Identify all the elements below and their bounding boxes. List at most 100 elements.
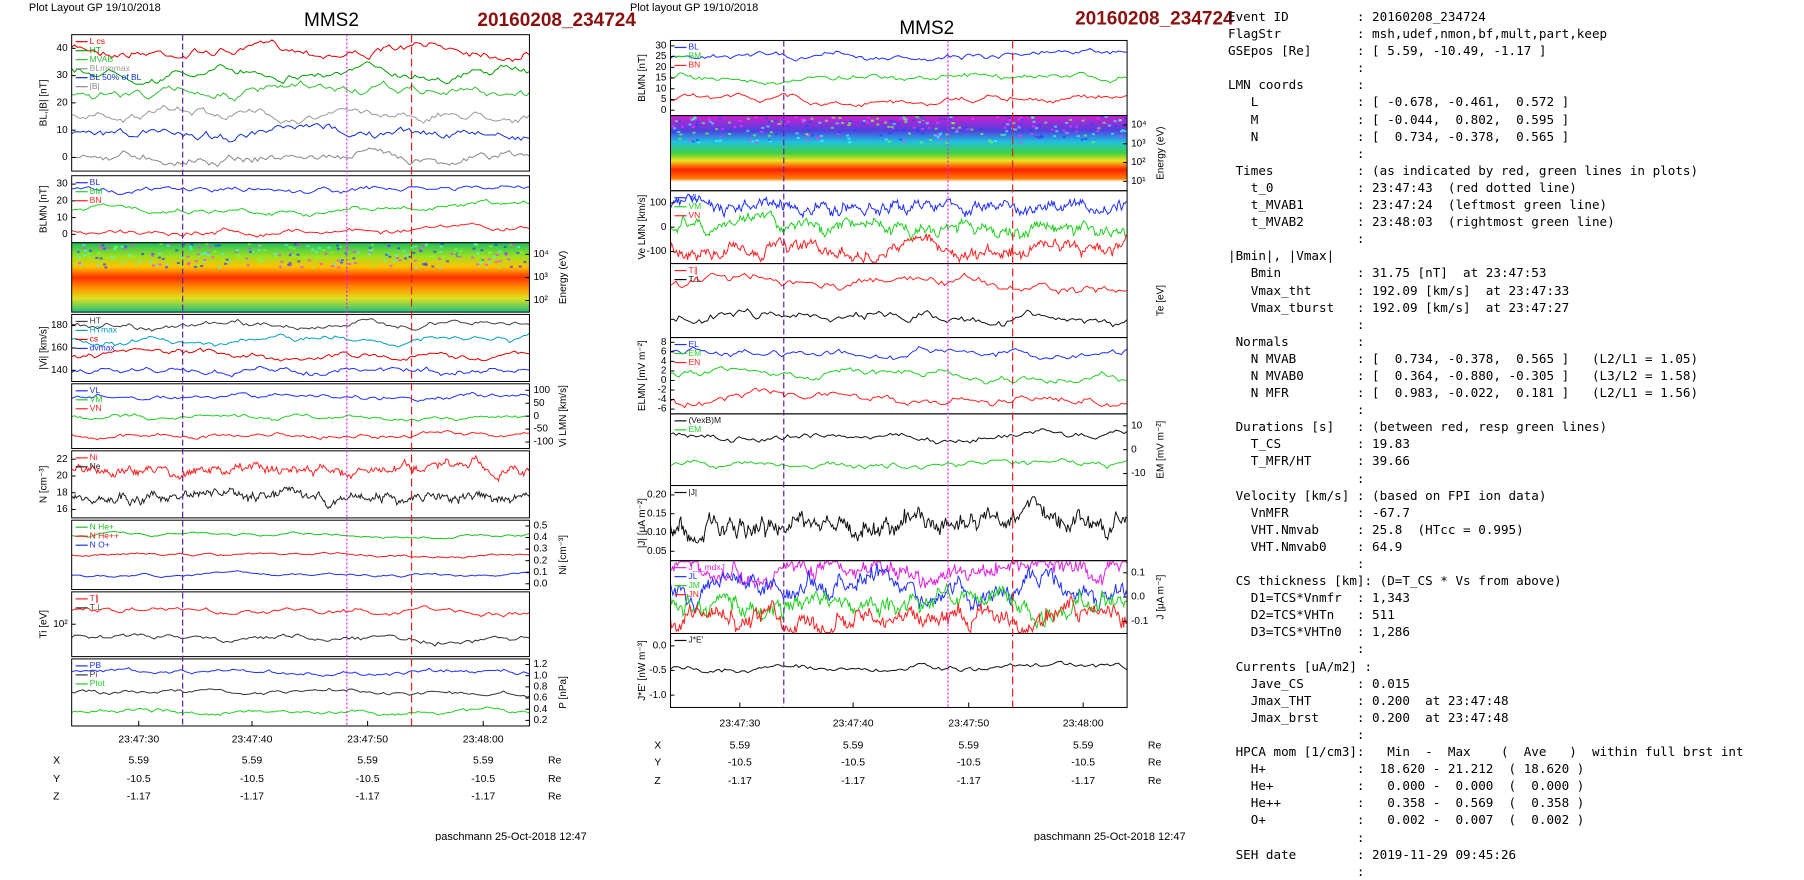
panel-frame: [71, 34, 530, 172]
spectrogram-speck: [1019, 116, 1023, 119]
y-axis-label: Ve LMN [km/s]: [637, 194, 648, 259]
spectrogram-speck: [414, 245, 418, 248]
summary-line: :: [1228, 726, 1365, 742]
summary-line: VHT.Nmvab : 25.8 (HTcc = 0.995): [1228, 521, 1524, 537]
spectrogram-speck: [249, 250, 253, 253]
spectrogram-speck: [949, 116, 953, 119]
y-tick-label: 20: [57, 98, 69, 109]
legend-label: MVAB: [90, 54, 114, 64]
spectrogram-speck: [929, 138, 933, 141]
spectrogram-speck: [340, 261, 344, 264]
spectrogram-speck: [274, 252, 278, 255]
summary-line: T_MFR/HT : 39.66: [1228, 453, 1410, 469]
spectrogram-speck: [459, 250, 463, 253]
y-tick-label: -100: [646, 246, 666, 257]
trace: [71, 485, 530, 510]
legend-label: L cs: [90, 36, 105, 46]
spectrogram-speck: [846, 134, 850, 137]
spectrogram-speck: [939, 132, 943, 135]
summary-line: :: [1228, 316, 1365, 332]
spectrogram-speck: [866, 121, 870, 124]
spectrogram-speck: [767, 139, 771, 142]
position-cell: -10.5: [127, 773, 151, 785]
spectrogram-speck: [810, 134, 814, 137]
y-tick-label: -50: [533, 424, 548, 435]
spectrogram-speck: [1111, 132, 1115, 135]
panel-frame: [71, 175, 530, 244]
position-cell: 5.59: [1073, 739, 1094, 751]
spectrogram-speck: [820, 139, 824, 142]
trace: [71, 332, 530, 348]
spectrogram-speck: [922, 118, 926, 121]
spectrogram-speck: [318, 246, 322, 249]
x-tick-label: 23:47:50: [948, 717, 989, 729]
spectrogram-speck: [76, 250, 80, 253]
y-tick-label: -2: [658, 385, 667, 396]
spectrogram-speck: [1017, 126, 1021, 129]
position-cell: -10.5: [1071, 757, 1095, 769]
spectrogram-speck: [476, 263, 480, 266]
spectrogram-speck: [711, 122, 715, 125]
spectrogram-speck: [838, 117, 842, 120]
trace: [670, 582, 1128, 630]
y-tick-label: 10²: [53, 619, 68, 630]
summary-line: Jave_CS : 0.015: [1228, 675, 1410, 691]
spectrogram-speck: [925, 122, 929, 125]
spectrogram-speck: [357, 251, 361, 254]
spectrogram-speck: [755, 141, 759, 144]
spectrogram-speck: [1064, 121, 1068, 124]
spectrogram-speck: [440, 243, 444, 246]
spectrogram-speck: [884, 121, 888, 124]
y-tick-label: 0: [661, 105, 667, 116]
spectrogram-speck: [915, 115, 919, 118]
summary-line: Jmax_THT : 0.200 at 23:47:48: [1228, 692, 1509, 708]
y-tick-label: 10²: [533, 295, 548, 306]
legend-label: BL 50% of BL: [90, 72, 142, 82]
spectrogram-speck: [179, 262, 183, 265]
spectrogram-speck: [82, 247, 86, 250]
legend-label: HTmax: [90, 325, 118, 335]
y-tick-label: 0.4: [533, 532, 547, 543]
y-tick-label: 0.1: [1131, 567, 1145, 578]
spectrogram-speck: [367, 253, 371, 256]
spectrogram-speck: [403, 257, 407, 260]
spectrogram-speck: [330, 251, 334, 254]
legend-label: (VexB)M: [688, 415, 721, 425]
y-axis-label: J*E' [nW m⁻³]: [637, 640, 648, 701]
spectrogram-speck: [728, 132, 732, 135]
y-axis-label: Energy (eV): [1156, 126, 1167, 179]
spectrogram-speck: [504, 253, 508, 256]
spectrogram-speck: [810, 117, 814, 120]
spectrogram-speck: [180, 265, 184, 268]
y-tick-label: 0: [1131, 444, 1137, 455]
summary-line: N : [ 0.734, -0.378, 0.565 ]: [1228, 128, 1570, 144]
panel-frame: [669, 560, 1128, 634]
spectrogram-speck: [904, 118, 908, 121]
summary-line: Normals :: [1228, 333, 1365, 349]
legend-label: EN: [688, 357, 700, 367]
spectrogram-speck: [209, 246, 213, 249]
spectrogram-speck: [165, 263, 169, 266]
spectrogram-speck: [675, 120, 679, 123]
spectrogram-speck: [918, 121, 922, 124]
spectrogram-speck: [100, 260, 104, 263]
summary-line: M : [ -0.044, 0.802, 0.595 ]: [1228, 111, 1570, 127]
spectrogram-speck: [696, 120, 700, 123]
spectrogram-speck: [161, 257, 165, 260]
spectrogram-speck: [439, 245, 443, 248]
spectrogram-speck: [1062, 129, 1066, 132]
spectrogram-speck: [476, 252, 480, 255]
y-tick-label: 0.0: [533, 578, 547, 589]
y-tick-label: 30: [655, 40, 667, 51]
spectrogram: [670, 115, 1128, 191]
y-tick-label: 1.0: [533, 670, 547, 681]
spectrogram-speck: [914, 128, 918, 131]
spectrogram-speck: [488, 261, 492, 264]
spectrogram-speck: [414, 267, 418, 270]
y-tick-label: 10: [57, 125, 69, 136]
legend-label: JM: [688, 580, 699, 590]
spectrogram-speck: [951, 122, 955, 125]
spectrogram-speck: [385, 253, 389, 256]
panel-frame: [71, 519, 530, 591]
position-cell: -10.5: [471, 773, 495, 785]
